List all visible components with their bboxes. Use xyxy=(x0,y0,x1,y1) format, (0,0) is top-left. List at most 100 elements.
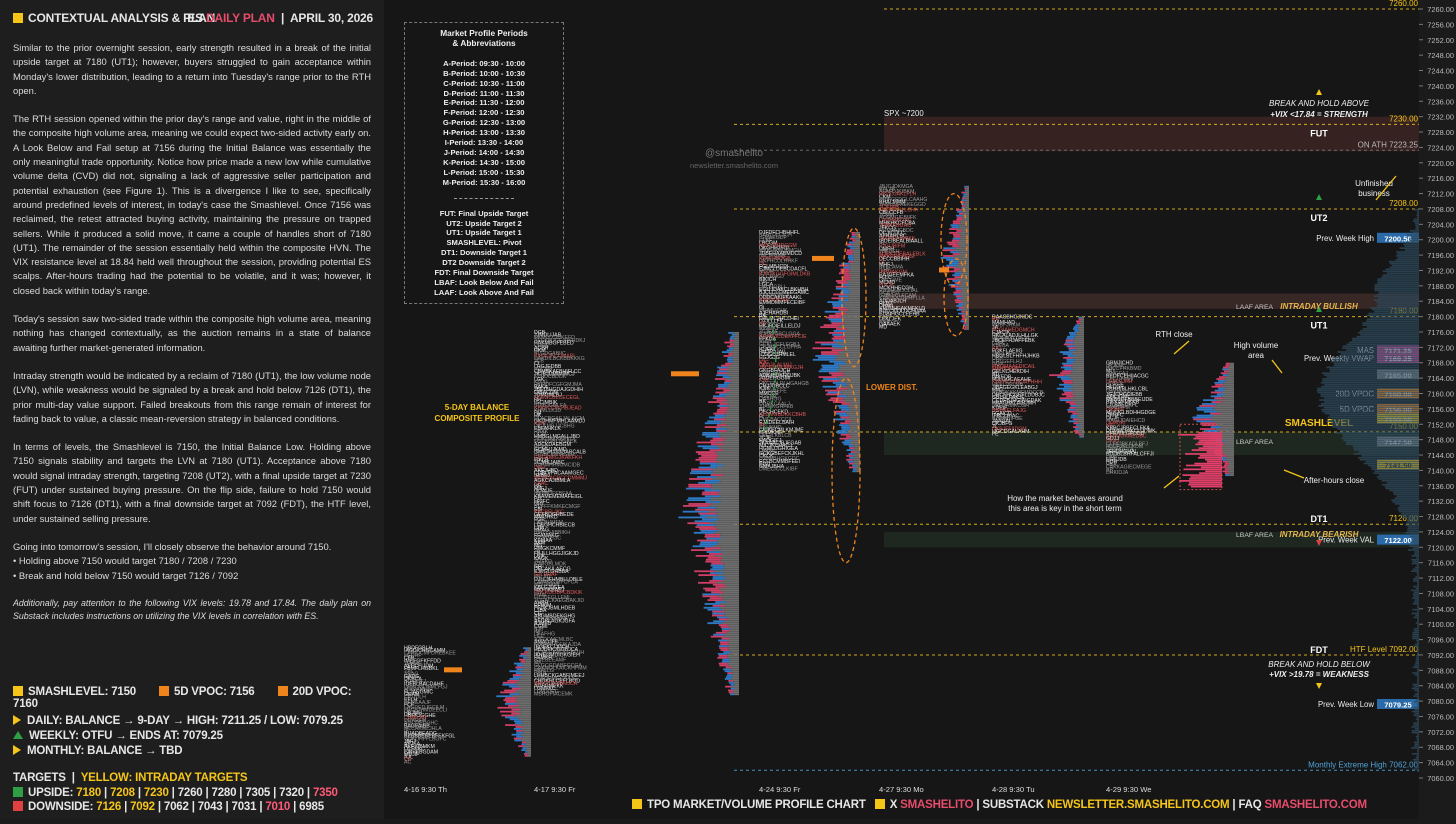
volume-bar xyxy=(963,193,966,196)
composite-volume-bar xyxy=(1414,222,1419,224)
volume-bar xyxy=(1196,420,1214,423)
volume-bar xyxy=(832,305,845,307)
volume-bar xyxy=(966,185,969,188)
volume-bar xyxy=(1068,420,1076,423)
volume-bar xyxy=(1078,316,1081,319)
tpo-row: IIJIHMHHMJMCIDB xyxy=(534,463,581,469)
volume-bar xyxy=(520,653,526,655)
tpo-row: LEIK xyxy=(534,554,546,560)
volume-bar xyxy=(704,547,721,550)
volume-bar xyxy=(1073,368,1084,371)
plan-paragraph: Similar to the prior overnight session, … xyxy=(13,42,371,96)
volume-bar xyxy=(946,241,957,244)
volume-bar xyxy=(694,520,715,523)
volume-bar xyxy=(717,372,727,375)
volume-bar xyxy=(699,543,718,546)
volume-bar xyxy=(521,741,527,744)
volume-bar xyxy=(718,662,728,665)
volume-bar xyxy=(828,318,843,321)
volume-bar xyxy=(511,695,531,698)
volume-bar xyxy=(844,374,860,377)
composite-volume-bar xyxy=(1414,743,1419,745)
volume-bar xyxy=(718,383,728,386)
volume-bar xyxy=(523,745,531,748)
volume-bar xyxy=(720,603,739,605)
ah-volume-bar xyxy=(1188,483,1222,486)
volume-bar xyxy=(849,270,860,273)
volume-bar xyxy=(1227,368,1234,371)
tpo-row: FGCB xyxy=(879,283,894,289)
volume-bar xyxy=(964,328,967,330)
tpo-row: AFJEA xyxy=(404,741,421,747)
volume-bar xyxy=(696,524,716,527)
footer-faq-label: FAQ xyxy=(1238,799,1262,811)
tpo-row: DGBKCAALJ xyxy=(759,402,790,408)
volume-bar xyxy=(520,712,531,715)
composite-volume-bar xyxy=(1414,728,1419,730)
faq-link[interactable]: SMASHELITO.COM xyxy=(1264,799,1368,811)
substack-link[interactable]: NEWSLETTER.SMASHELITO.COM xyxy=(1046,799,1230,811)
annotation-lbaf-2: LBAF AREA xyxy=(1236,532,1273,539)
level-zone xyxy=(884,531,1419,548)
volume-bar xyxy=(962,210,969,213)
tpo-row: LEKLJEK xyxy=(879,316,902,322)
price-tag-value: 7122.00 xyxy=(1384,536,1411,545)
volume-bar xyxy=(694,570,715,573)
tpo-row: MDJIF xyxy=(404,752,419,758)
volume-bar xyxy=(724,614,739,617)
volume-bar xyxy=(707,622,722,625)
x-link[interactable]: SMASHELITO xyxy=(900,799,974,811)
volume-bar xyxy=(849,262,860,265)
volume-bar xyxy=(815,341,836,344)
tpo-row: EMJIJHEAKMFKLD xyxy=(879,306,925,312)
tpo-row: FBALLG xyxy=(534,668,554,674)
tpo-row: JBCEMMLMIKGJH xyxy=(759,365,804,371)
volume-bar xyxy=(707,599,722,602)
volume-bar xyxy=(511,733,521,736)
volume-bar xyxy=(1067,335,1075,338)
volume-bar xyxy=(710,474,724,477)
composite-volume-bar xyxy=(1394,503,1419,505)
volume-bar xyxy=(1223,439,1234,442)
tpo-row: HHAG xyxy=(534,528,549,534)
composite-volume-bar xyxy=(1416,751,1419,753)
tpo-row: DHKIDJA xyxy=(1106,470,1129,476)
tick-label: 7160.00 xyxy=(1427,390,1454,399)
volume-bar xyxy=(849,447,855,450)
composite-volume-bar xyxy=(1352,445,1419,448)
volume-bar xyxy=(1073,339,1084,342)
volume-bar xyxy=(726,585,739,588)
volume-bar xyxy=(520,708,531,711)
composite-volume-bar xyxy=(1411,562,1419,565)
composite-volume-bar xyxy=(1413,628,1419,630)
composite-volume-bar xyxy=(1414,741,1419,744)
volume-bar xyxy=(1073,426,1078,428)
tpo-row: CBCKDLIBFCBDKIK xyxy=(534,590,583,596)
annotation-lower-dist: LOWER DIST. xyxy=(866,383,918,392)
composite-volume-bar xyxy=(1417,647,1419,649)
tpo-row: FDLGGCAEAHE xyxy=(992,377,1032,383)
tpo-row: HDH xyxy=(1106,460,1117,466)
volume-bar xyxy=(1079,320,1084,323)
composite-volume-bar xyxy=(1415,762,1419,765)
volume-bar xyxy=(729,351,739,354)
composite-volume-bar xyxy=(1333,364,1419,367)
downside-target: 6985 xyxy=(299,801,324,813)
composite-volume-bar xyxy=(1351,339,1419,342)
tpo-row: BDKMBIFGE xyxy=(992,416,1023,422)
tpo-row: CDBLFFACAAMGEC xyxy=(534,470,584,476)
volume-bar xyxy=(721,420,739,423)
volume-bar xyxy=(721,622,739,625)
tpo-row: FE xyxy=(992,432,999,438)
tick-label: 7256.00 xyxy=(1427,20,1454,29)
volume-bar xyxy=(1070,351,1084,354)
triangle-up-icon xyxy=(1316,194,1322,200)
volume-bar xyxy=(847,430,860,432)
volume-bar xyxy=(1071,370,1084,373)
annotation-laaf: LAAF AREA xyxy=(1236,304,1273,311)
tpo-row: GBMJICHD xyxy=(1106,361,1133,367)
volume-bar xyxy=(962,197,966,200)
volume-bar xyxy=(953,257,969,259)
tpo-row: DFCAKILAECG xyxy=(534,567,571,573)
volume-bar xyxy=(962,308,969,311)
